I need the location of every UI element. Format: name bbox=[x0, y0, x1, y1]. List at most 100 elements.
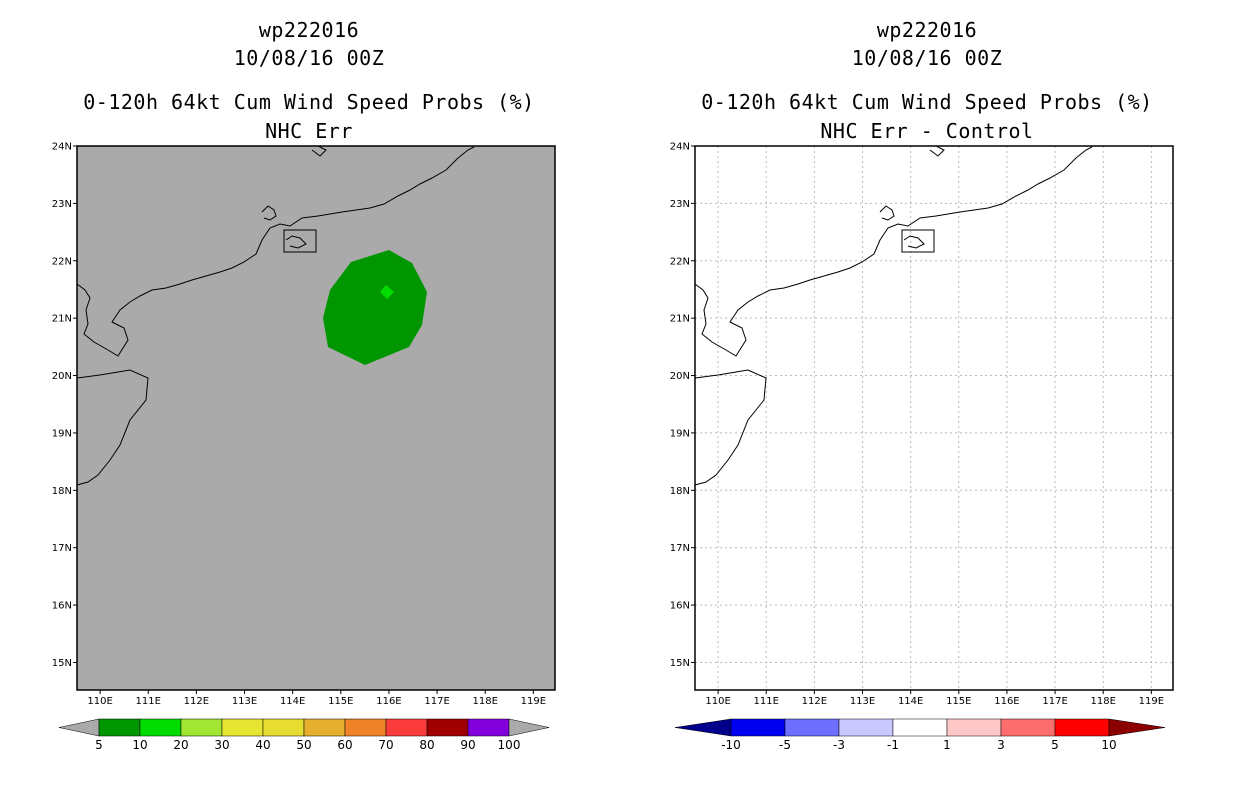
left-lat-label-2: 22N bbox=[52, 256, 72, 267]
right-map-frame bbox=[694, 145, 1174, 691]
left-colorbar-label-9: 90 bbox=[460, 738, 475, 752]
right-lat-label-5: 19N bbox=[670, 428, 690, 439]
right-coastline bbox=[694, 145, 1093, 486]
left-lon-label-2: 112E bbox=[184, 696, 209, 707]
right-colorbar-label-3: -1 bbox=[887, 738, 899, 752]
left-title-storm: wp222016 bbox=[258, 18, 360, 42]
left-lon-label-3: 113E bbox=[232, 696, 257, 707]
left-colorbar-under-arrow bbox=[58, 718, 100, 737]
left-lon-label-0: 110E bbox=[87, 696, 112, 707]
left-lat-label-1: 23N bbox=[52, 199, 72, 210]
prob-area-10pct bbox=[323, 250, 427, 365]
left-colorbar-label-5: 50 bbox=[296, 738, 311, 752]
right-lon-label-6: 116E bbox=[994, 696, 1019, 707]
left-map-background bbox=[77, 146, 555, 690]
left-colorbar-seg-3 bbox=[221, 718, 264, 737]
right-colorbar-seg-4 bbox=[946, 718, 1002, 737]
right-colorbar-label-1: -5 bbox=[779, 738, 791, 752]
left-colorbar-seg-7 bbox=[385, 718, 428, 737]
right-lon-label-1: 111E bbox=[754, 696, 779, 707]
left-colorbar: 5 10 20 30 40 50 60 70 80 90 100 bbox=[58, 718, 550, 752]
left-lon-label-1: 111E bbox=[136, 696, 161, 707]
left-colorbar-seg-9 bbox=[467, 718, 510, 737]
left-colorbar-label-4: 40 bbox=[255, 738, 270, 752]
right-colorbar-label-6: 5 bbox=[1051, 738, 1059, 752]
prob-area-20pct bbox=[380, 285, 394, 299]
right-lat-label-0: 24N bbox=[670, 142, 690, 153]
left-lat-label-8: 16N bbox=[52, 601, 72, 612]
right-colorbar-seg-5 bbox=[1000, 718, 1056, 737]
left-colorbar-label-3: 30 bbox=[214, 738, 229, 752]
left-map-frame bbox=[76, 145, 556, 691]
right-lon-label-9: 119E bbox=[1139, 696, 1164, 707]
right-lat-label-9: 15N bbox=[670, 658, 690, 669]
left-lon-label-7: 117E bbox=[424, 696, 449, 707]
right-colorbar-under-arrow bbox=[674, 718, 732, 737]
right-colorbar-over-arrow bbox=[1108, 718, 1166, 737]
right-colorbar-seg-1 bbox=[784, 718, 840, 737]
left-lat-label-4: 20N bbox=[52, 371, 72, 382]
left-coastline bbox=[76, 145, 475, 486]
left-colorbar-label-10: 100 bbox=[498, 738, 521, 752]
right-lat-label-6: 18N bbox=[670, 486, 690, 497]
left-lon-label-5: 115E bbox=[328, 696, 353, 707]
right-gridlines bbox=[695, 145, 1173, 690]
right-lon-label-2: 112E bbox=[802, 696, 827, 707]
right-lon-label-0: 110E bbox=[705, 696, 730, 707]
left-colorbar-seg-0 bbox=[98, 718, 141, 737]
right-lon-label-4: 114E bbox=[898, 696, 923, 707]
left-lat-label-3: 21N bbox=[52, 314, 72, 325]
left-colorbar-label-1: 10 bbox=[132, 738, 147, 752]
left-colorbar-seg-2 bbox=[180, 718, 223, 737]
left-map: 24N 23N 22N 21N 20N 19N 18N 17N 16N 15N 110E 111E 11… bbox=[52, 142, 556, 752]
right-colorbar-seg-2 bbox=[838, 718, 894, 737]
right-lon-label-5: 115E bbox=[946, 696, 971, 707]
left-lat-label-0: 24N bbox=[52, 142, 72, 153]
left-lon-label-6: 116E bbox=[376, 696, 401, 707]
left-colorbar-seg-1 bbox=[139, 718, 182, 737]
right-axis-labels: 24N 23N 22N 21N 20N 19N 18N 17N 16N 15N 110E 111E 11… bbox=[670, 142, 1164, 708]
right-panel: wp222016 10/08/16 00Z 0-120h 64kt Cum Wi… bbox=[618, 0, 1236, 800]
left-colorbar-label-0: 5 bbox=[95, 738, 103, 752]
left-title-product: 0-120h 64kt Cum Wind Speed Probs (%) bbox=[83, 90, 535, 114]
left-colorbar-label-7: 70 bbox=[378, 738, 393, 752]
right-colorbar: -10 -5 -3 -1 1 3 5 10 bbox=[674, 718, 1166, 752]
left-panel: wp222016 10/08/16 00Z 0-120h 64kt Cum Wi… bbox=[52, 18, 556, 752]
right-lon-label-3: 113E bbox=[850, 696, 875, 707]
left-colorbar-seg-8 bbox=[426, 718, 469, 737]
right-lon-label-7: 117E bbox=[1042, 696, 1067, 707]
right-lat-label-7: 17N bbox=[670, 543, 690, 554]
left-lat-label-5: 19N bbox=[52, 428, 72, 439]
right-lat-label-8: 16N bbox=[670, 601, 690, 612]
right-title-storm: wp222016 bbox=[876, 18, 978, 42]
left-colorbar-label-6: 60 bbox=[337, 738, 352, 752]
left-title-variant: NHC Err bbox=[265, 119, 353, 143]
right-lat-label-1: 23N bbox=[670, 199, 690, 210]
left-colorbar-seg-5 bbox=[303, 718, 346, 737]
right-lat-label-3: 21N bbox=[670, 314, 690, 325]
right-title-date: 10/08/16 00Z bbox=[851, 46, 1003, 70]
left-axis-labels: 24N 23N 22N 21N 20N 19N 18N 17N 16N 15N 110E 111E 11… bbox=[52, 142, 546, 708]
right-lat-label-4: 20N bbox=[670, 371, 690, 382]
right-colorbar-label-5: 3 bbox=[997, 738, 1005, 752]
left-colorbar-seg-6 bbox=[344, 718, 387, 737]
left-title-date: 10/08/16 00Z bbox=[233, 46, 385, 70]
left-colorbar-over-arrow bbox=[508, 718, 550, 737]
right-colorbar-label-0: -10 bbox=[721, 738, 741, 752]
right-colorbar-label-2: -3 bbox=[833, 738, 845, 752]
right-colorbar-label-4: 1 bbox=[943, 738, 951, 752]
left-lon-label-4: 114E bbox=[280, 696, 305, 707]
right-colorbar-seg-3 bbox=[892, 718, 948, 737]
left-lat-label-7: 17N bbox=[52, 543, 72, 554]
right-lat-label-2: 22N bbox=[670, 256, 690, 267]
right-colorbar-label-7: 10 bbox=[1101, 738, 1116, 752]
left-lat-label-9: 15N bbox=[52, 658, 72, 669]
right-title-product: 0-120h 64kt Cum Wind Speed Probs (%) bbox=[701, 90, 1153, 114]
right-lon-label-8: 118E bbox=[1090, 696, 1115, 707]
left-lat-label-6: 18N bbox=[52, 486, 72, 497]
right-colorbar-seg-6 bbox=[1054, 718, 1110, 737]
left-colorbar-label-8: 80 bbox=[419, 738, 434, 752]
left-lon-label-8: 118E bbox=[472, 696, 497, 707]
right-title-variant: NHC Err - Control bbox=[820, 119, 1034, 143]
